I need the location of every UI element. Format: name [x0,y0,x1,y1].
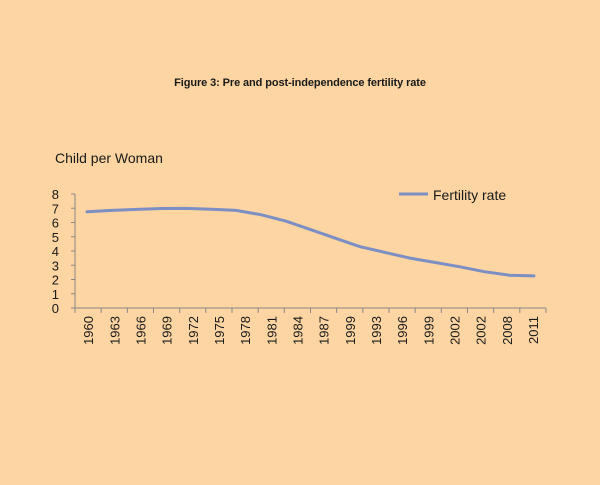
x-tick-label: 2002 [474,316,489,345]
x-tick-label: 1993 [369,316,384,345]
x-tick-label: 1996 [395,316,410,345]
x-tick-label: 1960 [81,316,96,345]
y-tick-label: 6 [52,216,59,231]
y-tick-label: 4 [52,244,59,259]
y-tick-label: 5 [52,230,59,245]
y-axis-label: Child per Woman [55,150,163,166]
series-line-fertility-rate [85,206,536,278]
x-tick-label: 1984 [290,316,305,345]
legend: Fertility rate [399,187,506,203]
x-tick-label: 1981 [264,316,279,345]
x-tick-label: 2008 [500,316,515,345]
y-tick-label: 8 [52,187,59,202]
x-tick-label: 1999 [421,316,436,345]
x-tick-label: 1978 [238,316,253,345]
figure-title: Figure 3: Pre and post-independence fert… [174,77,426,89]
x-tick-label: 2011 [526,316,541,344]
y-tick-label: 1 [52,287,59,302]
x-tick-label: 1963 [107,316,122,345]
x-axis-ticks: 1960 1963 1966 1969 1972 1975 1978 1981 1984 1987… [74,308,547,345]
chart-axes [74,194,546,309]
series-group [85,206,536,278]
legend-label-fertility-rate: Fertility rate [433,187,506,203]
x-tick-label: 1999 [343,316,358,345]
x-tick-label: 1972 [186,316,201,345]
x-tick-label: 1966 [133,316,148,345]
x-tick-label: 1975 [212,316,227,345]
y-tick-label: 0 [52,301,59,316]
y-tick-label: 7 [52,201,59,216]
x-tick-label: 2002 [447,316,462,345]
y-tick-label: 3 [52,258,59,273]
y-tick-label: 2 [52,273,59,288]
x-tick-label: 1987 [317,316,332,345]
x-tick-label: 1969 [160,316,175,345]
